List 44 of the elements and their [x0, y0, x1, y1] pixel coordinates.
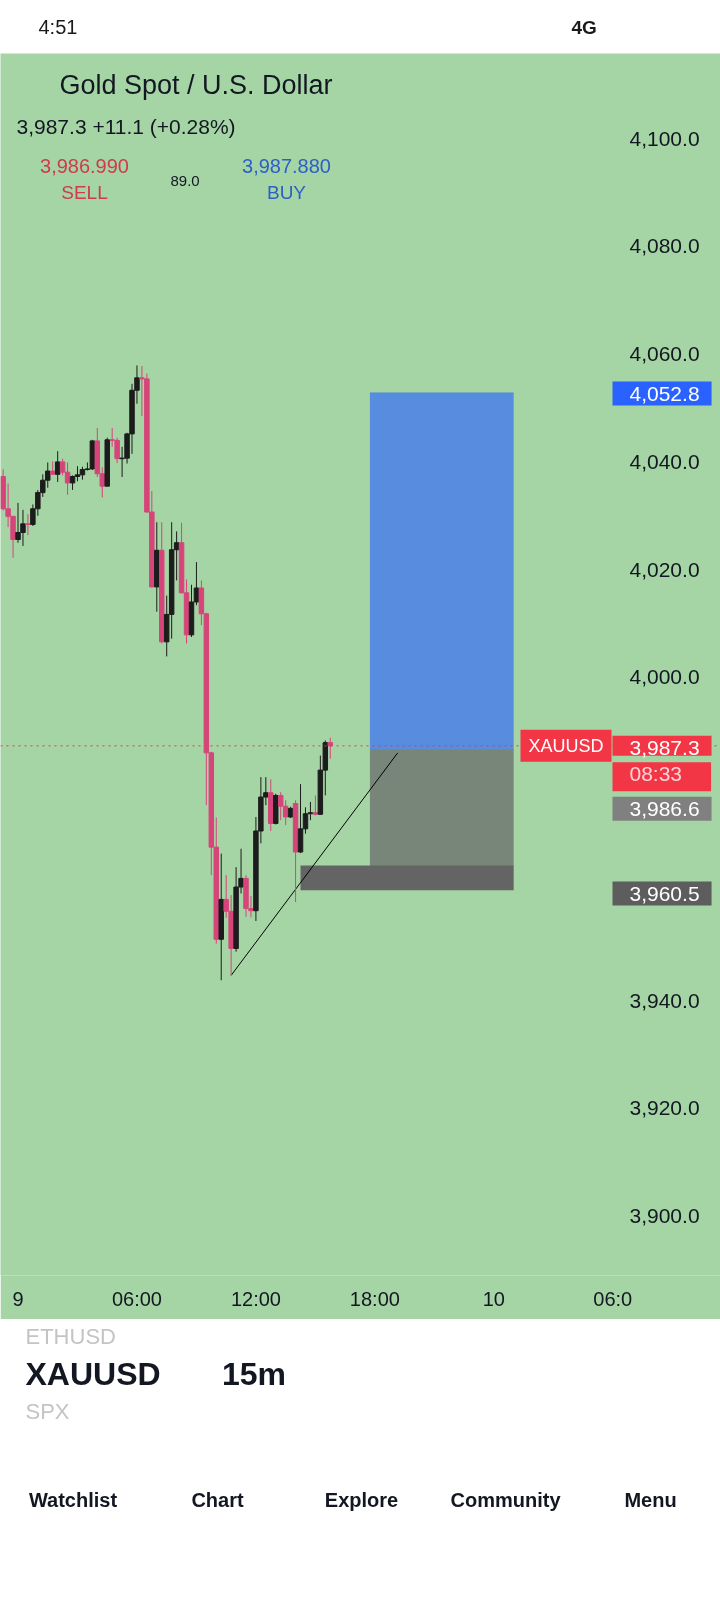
- text: XAUUSD: [25, 1356, 161, 1392]
- y-tick-label: 4,000.0: [629, 665, 700, 689]
- text: Menu: [624, 1488, 677, 1511]
- y-tick-label: 4,100.0: [629, 126, 700, 150]
- y-tick-label: 4,080.0: [629, 234, 700, 258]
- annotation: 3,960.5: [629, 881, 700, 905]
- x-tick-label: 06:00: [111, 1287, 162, 1310]
- text: Chart: [191, 1488, 244, 1511]
- annotation: BUY: [266, 181, 307, 203]
- text: Community: [450, 1488, 562, 1511]
- text: SPX: [25, 1399, 70, 1424]
- annotation: 4,052.8: [629, 381, 700, 405]
- annotation: SELL: [61, 181, 108, 203]
- ref-line-label: 3,987.3: [629, 735, 700, 759]
- y-tick-label: 4,040.0: [629, 449, 700, 473]
- candlestick: [297, 783, 304, 854]
- x-tick-label: 06:0: [593, 1287, 633, 1310]
- candlestick: [327, 737, 333, 760]
- annotation: XAUUSD: [528, 735, 604, 756]
- text: Watchlist: [28, 1488, 118, 1511]
- text: 15m: [222, 1356, 287, 1392]
- text: Gold Spot / U.S. Dollar: [59, 70, 333, 100]
- candlestick: [25, 513, 31, 536]
- x-tick-label: 9: [12, 1287, 24, 1310]
- y-tick-label: 4,020.0: [629, 557, 700, 581]
- x-tick-label: 10: [482, 1287, 505, 1310]
- annotation: 08:33: [629, 762, 683, 786]
- text: ETHUSD: [25, 1324, 116, 1349]
- text: Explore: [324, 1488, 399, 1511]
- candlestick: [282, 799, 289, 826]
- annotation: 3,986.6: [629, 796, 700, 820]
- text: 4:51: [38, 16, 78, 38]
- candlestick: [64, 461, 71, 496]
- y-tick-label: 3,940.0: [629, 988, 700, 1012]
- annotation: 89.0: [170, 171, 200, 189]
- annotation: 3,987.880: [242, 154, 331, 177]
- text: 4G: [571, 16, 597, 38]
- y-tick-label: 3,920.0: [629, 1096, 700, 1120]
- annotation: 3,986.990: [40, 154, 129, 177]
- y-tick-label: 3,900.0: [629, 1204, 700, 1228]
- y-tick-label: 4,060.0: [629, 342, 700, 366]
- text: 3,987.3 +11.1 (+0.28%): [16, 115, 236, 139]
- x-tick-label: 12:00: [230, 1287, 281, 1310]
- x-tick-label: 18:00: [349, 1287, 400, 1310]
